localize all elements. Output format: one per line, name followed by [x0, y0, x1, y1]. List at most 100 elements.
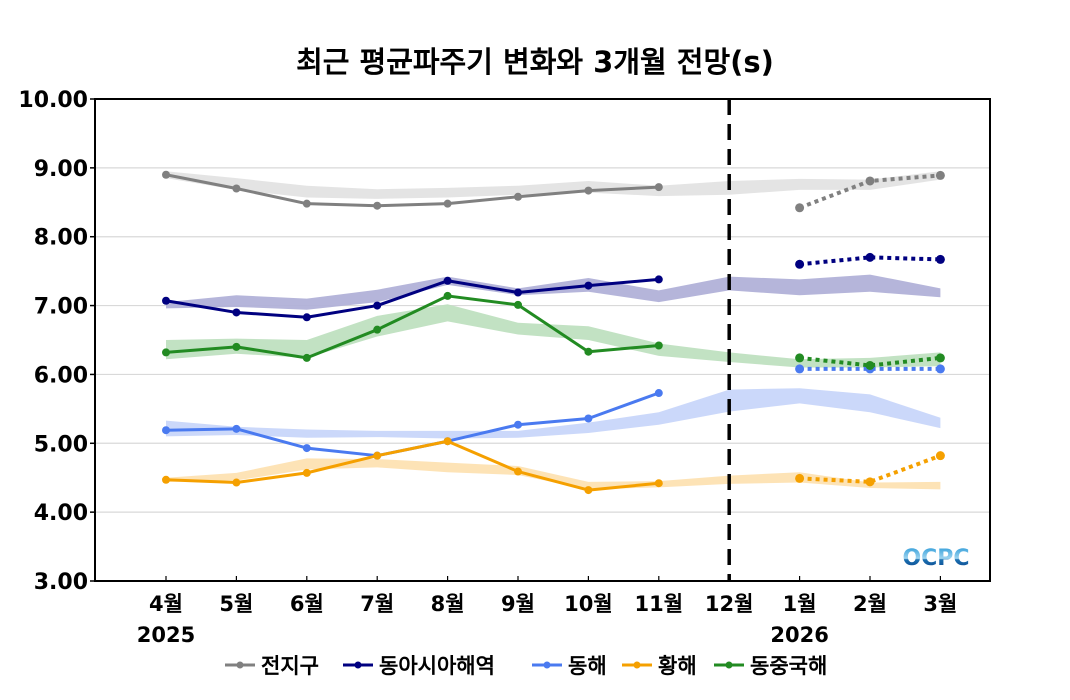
data-point-황해	[584, 486, 593, 495]
forecast-point-동아시아해역	[795, 259, 805, 269]
data-point-동중국해	[514, 300, 522, 309]
legend-label: 동해	[568, 654, 607, 678]
data-point-동아시아해역	[514, 288, 522, 297]
data-point-동중국해	[232, 342, 241, 351]
data-point-전지구	[654, 183, 663, 192]
data-point-동해	[162, 426, 170, 435]
data-point-전지구	[514, 192, 522, 201]
data-point-황해	[443, 437, 452, 446]
forecast-point-황해	[795, 473, 805, 483]
data-point-동해	[654, 389, 663, 398]
x-tick-label: 3월	[923, 592, 957, 616]
legend: 전지구 동아시아해역 동해 황해 동중국해	[225, 654, 827, 678]
forecast-point-전지구	[865, 176, 875, 186]
data-point-동아시아해역	[162, 296, 170, 305]
chart-title: 최근 평균파주기 변화와 3개월 전망(s)	[296, 45, 774, 79]
series-line-동중국해	[165, 294, 659, 360]
data-point-황해	[232, 478, 241, 487]
legend-item: 동아시아해역	[343, 654, 495, 678]
x-tick-label: 10월	[564, 592, 613, 616]
data-point-동아시아해역	[373, 301, 382, 310]
x-tick-label: 9월	[501, 592, 535, 616]
data-point-황해	[654, 479, 663, 488]
data-point-전지구	[443, 199, 452, 208]
forecast-point-동중국해	[795, 353, 805, 363]
forecast-line-황해	[799, 453, 942, 484]
legend-swatch-marker	[725, 661, 733, 669]
data-point-동아시아해역	[302, 313, 311, 322]
data-point-동중국해	[584, 347, 593, 356]
data-point-황해	[514, 467, 522, 476]
legend-swatch-marker	[633, 661, 641, 669]
y-tick-label: 5.00	[34, 432, 88, 457]
x-axis: 4월 5월 6월 7월 8월 9월 10월 11월 12월 1월 2월 3월 2025 2026	[137, 576, 957, 647]
legend-label: 동중국해	[750, 654, 827, 678]
legend-swatch-marker	[236, 661, 244, 669]
y-tick-label: 4.00	[34, 501, 88, 526]
x-tick-label: 11월	[635, 592, 684, 616]
series-line-전지구	[165, 173, 659, 208]
forecast-point-동중국해	[935, 353, 945, 363]
legend-label: 전지구	[261, 654, 319, 678]
x-tick-label: 4월	[149, 592, 183, 616]
forecast-point-전지구	[795, 203, 805, 213]
x-tick-label: 7월	[360, 592, 394, 616]
forecast-point-동아시아해역	[935, 254, 945, 264]
legend-label: 황해	[658, 654, 697, 678]
data-point-동아시아해역	[443, 276, 452, 285]
data-point-동중국해	[302, 353, 311, 362]
data-point-황해	[373, 451, 382, 460]
band-동중국해	[166, 304, 941, 368]
data-point-전지구	[584, 186, 593, 195]
data-point-동아시아해역	[654, 275, 663, 284]
year-label: 2025	[137, 623, 195, 647]
x-tick-label: 5월	[219, 592, 253, 616]
plot-frame	[94, 98, 991, 582]
y-tick-label: 3.00	[34, 570, 88, 595]
data-point-동해	[232, 424, 241, 433]
legend-label: 동아시아해역	[379, 654, 495, 678]
band-전지구	[166, 171, 941, 199]
y-tick-label: 8.00	[34, 226, 88, 251]
data-point-동아시아해역	[584, 281, 593, 290]
forecast-point-황해	[935, 451, 945, 461]
forecast-point-동중국해	[865, 360, 875, 370]
legend-item: 전지구	[225, 654, 319, 678]
y-tick-label: 6.00	[34, 363, 88, 388]
x-tick-label: 8월	[431, 592, 465, 616]
x-tick-label: 6월	[290, 592, 324, 616]
forecast-point-전지구	[935, 170, 945, 180]
y-tick-label: 9.00	[34, 157, 88, 182]
forecast-point-동아시아해역	[865, 252, 875, 262]
data-point-동중국해	[162, 348, 170, 357]
legend-item: 동중국해	[714, 654, 827, 678]
forecast-point-동해	[795, 364, 805, 374]
forecast-point-동해	[935, 364, 945, 374]
band-황해	[166, 458, 941, 490]
data-point-동해	[302, 444, 311, 453]
data-point-전지구	[373, 201, 382, 210]
y-axis: 3.00 4.00 5.00 6.00 7.00 8.00 9.00 10.00	[18, 88, 95, 595]
data-point-동해	[514, 420, 522, 429]
series-line-동아시아해역	[165, 277, 659, 319]
band-동아시아해역	[166, 274, 941, 310]
ocpc-logo: OCPC	[902, 546, 969, 571]
y-tick-label: 10.00	[18, 88, 88, 113]
legend-swatch-marker	[543, 661, 551, 669]
data-point-황해	[302, 468, 311, 477]
x-tick-label: 12월	[705, 592, 754, 616]
x-tick-label: 2월	[853, 592, 887, 616]
uncertainty-bands	[166, 171, 941, 490]
data-point-전지구	[302, 199, 311, 208]
data-point-전지구	[162, 170, 170, 179]
data-point-동중국해	[654, 341, 663, 350]
data-point-황해	[162, 475, 170, 484]
series-lines	[162, 170, 945, 495]
legend-item: 동해	[532, 654, 607, 678]
data-point-전지구	[232, 184, 241, 193]
forecast-point-황해	[865, 477, 875, 487]
data-point-동해	[584, 414, 593, 423]
series-line-황해	[165, 439, 659, 492]
legend-swatch-marker	[354, 661, 362, 669]
